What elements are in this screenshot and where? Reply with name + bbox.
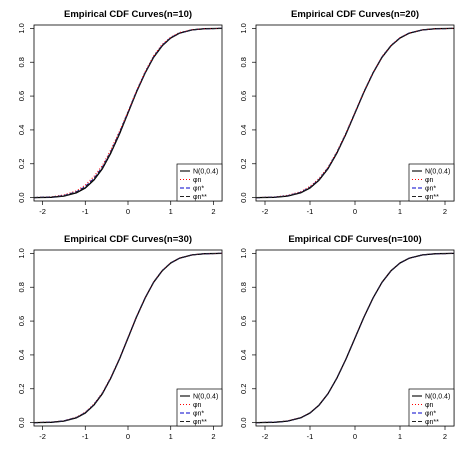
y-tick-label: 0.2: [239, 384, 248, 394]
y-tick-label: 0.6: [17, 316, 26, 326]
y-tick-label: 0.0: [239, 192, 248, 202]
y-tick-label: 0.2: [239, 159, 248, 169]
x-tick-label: 1: [169, 207, 173, 216]
legend-label: N(0,0.4): [425, 394, 450, 401]
y-tick-label: 0.8: [17, 57, 26, 67]
legend-label: φn: [193, 177, 202, 184]
x-tick-label: 0: [353, 432, 357, 441]
x-tick-label: 0: [353, 207, 357, 216]
legend-label: φn: [425, 402, 434, 409]
legend-label: φn**: [193, 194, 207, 201]
y-tick-label: 0.2: [17, 159, 26, 169]
legend: N(0,0.4)φn φn*φn**: [176, 163, 223, 202]
y-tick-label: 0.4: [239, 350, 248, 360]
panel-3: Empirical CDF Curves(n=30) -2 -1 0 1 2 0.0 0.2 0…: [17, 234, 223, 441]
series-line-4: [255, 27, 455, 199]
x-tick-label: 2: [443, 432, 447, 441]
x-tick-label: 1: [169, 432, 173, 441]
x-tick-label: -1: [82, 207, 89, 216]
legend: N(0,0.4)φn φn*φn**: [408, 163, 455, 202]
legend-label: φn*: [425, 411, 436, 418]
x-tick-label: 1: [398, 207, 402, 216]
series-line-4: [33, 27, 223, 199]
panel-1: Empirical CDF Curves(n=10) -2 -1 0 1 2 0.0 0.2 0…: [17, 9, 223, 216]
x-tick-label: -2: [262, 432, 269, 441]
x-tick-label: -2: [39, 207, 46, 216]
x-tick-label: 1: [398, 432, 402, 441]
y-tick-label: 1.0: [239, 248, 248, 258]
legend-label: φn*: [425, 186, 436, 193]
legend-label: N(0,0.4): [193, 169, 218, 176]
x-tick-label: -1: [82, 432, 89, 441]
panel-title: Empirical CDF Curves(n=100): [288, 234, 421, 245]
x-tick-label: -2: [39, 432, 46, 441]
y-tick-label: 0.8: [239, 57, 248, 67]
legend-box: [408, 163, 455, 202]
y-tick-label: 0.4: [17, 125, 26, 135]
legend-label: N(0,0.4): [193, 394, 218, 401]
y-tick-label: 0.6: [239, 316, 248, 326]
x-tick-label: 2: [211, 207, 215, 216]
x-tick-label: -1: [307, 432, 314, 441]
legend-label: φn*: [193, 186, 204, 193]
legend-label: φn**: [425, 419, 439, 426]
y-tick-label: 0.8: [17, 282, 26, 292]
y-tick-label: 0.6: [239, 91, 248, 101]
panel-4: Empirical CDF Curves(n=100) -2 -1 0 1 2 0.0 0.2…: [239, 234, 455, 441]
legend-box: [176, 163, 223, 202]
series-line-4: [255, 252, 455, 424]
series-line-2: [255, 27, 455, 199]
legend-label: φn**: [193, 419, 207, 426]
y-tick-label: 0.0: [17, 192, 26, 202]
panel-title: Empirical CDF Curves(n=10): [64, 9, 192, 20]
legend-label: φn: [193, 402, 202, 409]
x-tick-label: -2: [262, 207, 269, 216]
y-tick-label: 0.6: [17, 91, 26, 101]
legend-label: φn**: [425, 194, 439, 201]
y-tick-label: 0.4: [17, 350, 26, 360]
legend: N(0,0.4)φn φn*φn**: [176, 388, 223, 427]
panel-title: Empirical CDF Curves(n=20): [291, 9, 419, 20]
x-tick-label: 2: [443, 207, 447, 216]
legend-box: [176, 388, 223, 427]
panel-2: Empirical CDF Curves(n=20) -2 -1 0 1 2 0.0 0.2 0…: [239, 9, 455, 216]
y-tick-label: 0.4: [239, 125, 248, 135]
x-tick-label: 0: [126, 207, 130, 216]
series-line-4: [33, 252, 223, 424]
y-tick-label: 1.0: [17, 23, 26, 33]
y-tick-label: 0.2: [17, 384, 26, 394]
y-tick-label: 1.0: [239, 23, 248, 33]
legend-label: φn: [425, 177, 434, 184]
legend: N(0,0.4)φn φn*φn**: [408, 388, 455, 427]
panel-title: Empirical CDF Curves(n=30): [64, 234, 192, 245]
legend-box: [408, 388, 455, 427]
legend-label: φn*: [193, 411, 204, 418]
x-tick-label: 2: [211, 432, 215, 441]
x-tick-label: -1: [307, 207, 314, 216]
x-tick-label: 0: [126, 432, 130, 441]
legend-label: N(0,0.4): [425, 169, 450, 176]
y-tick-label: 0.8: [239, 282, 248, 292]
y-tick-label: 0.0: [239, 417, 248, 427]
y-tick-label: 0.0: [17, 417, 26, 427]
y-tick-label: 1.0: [17, 248, 26, 258]
